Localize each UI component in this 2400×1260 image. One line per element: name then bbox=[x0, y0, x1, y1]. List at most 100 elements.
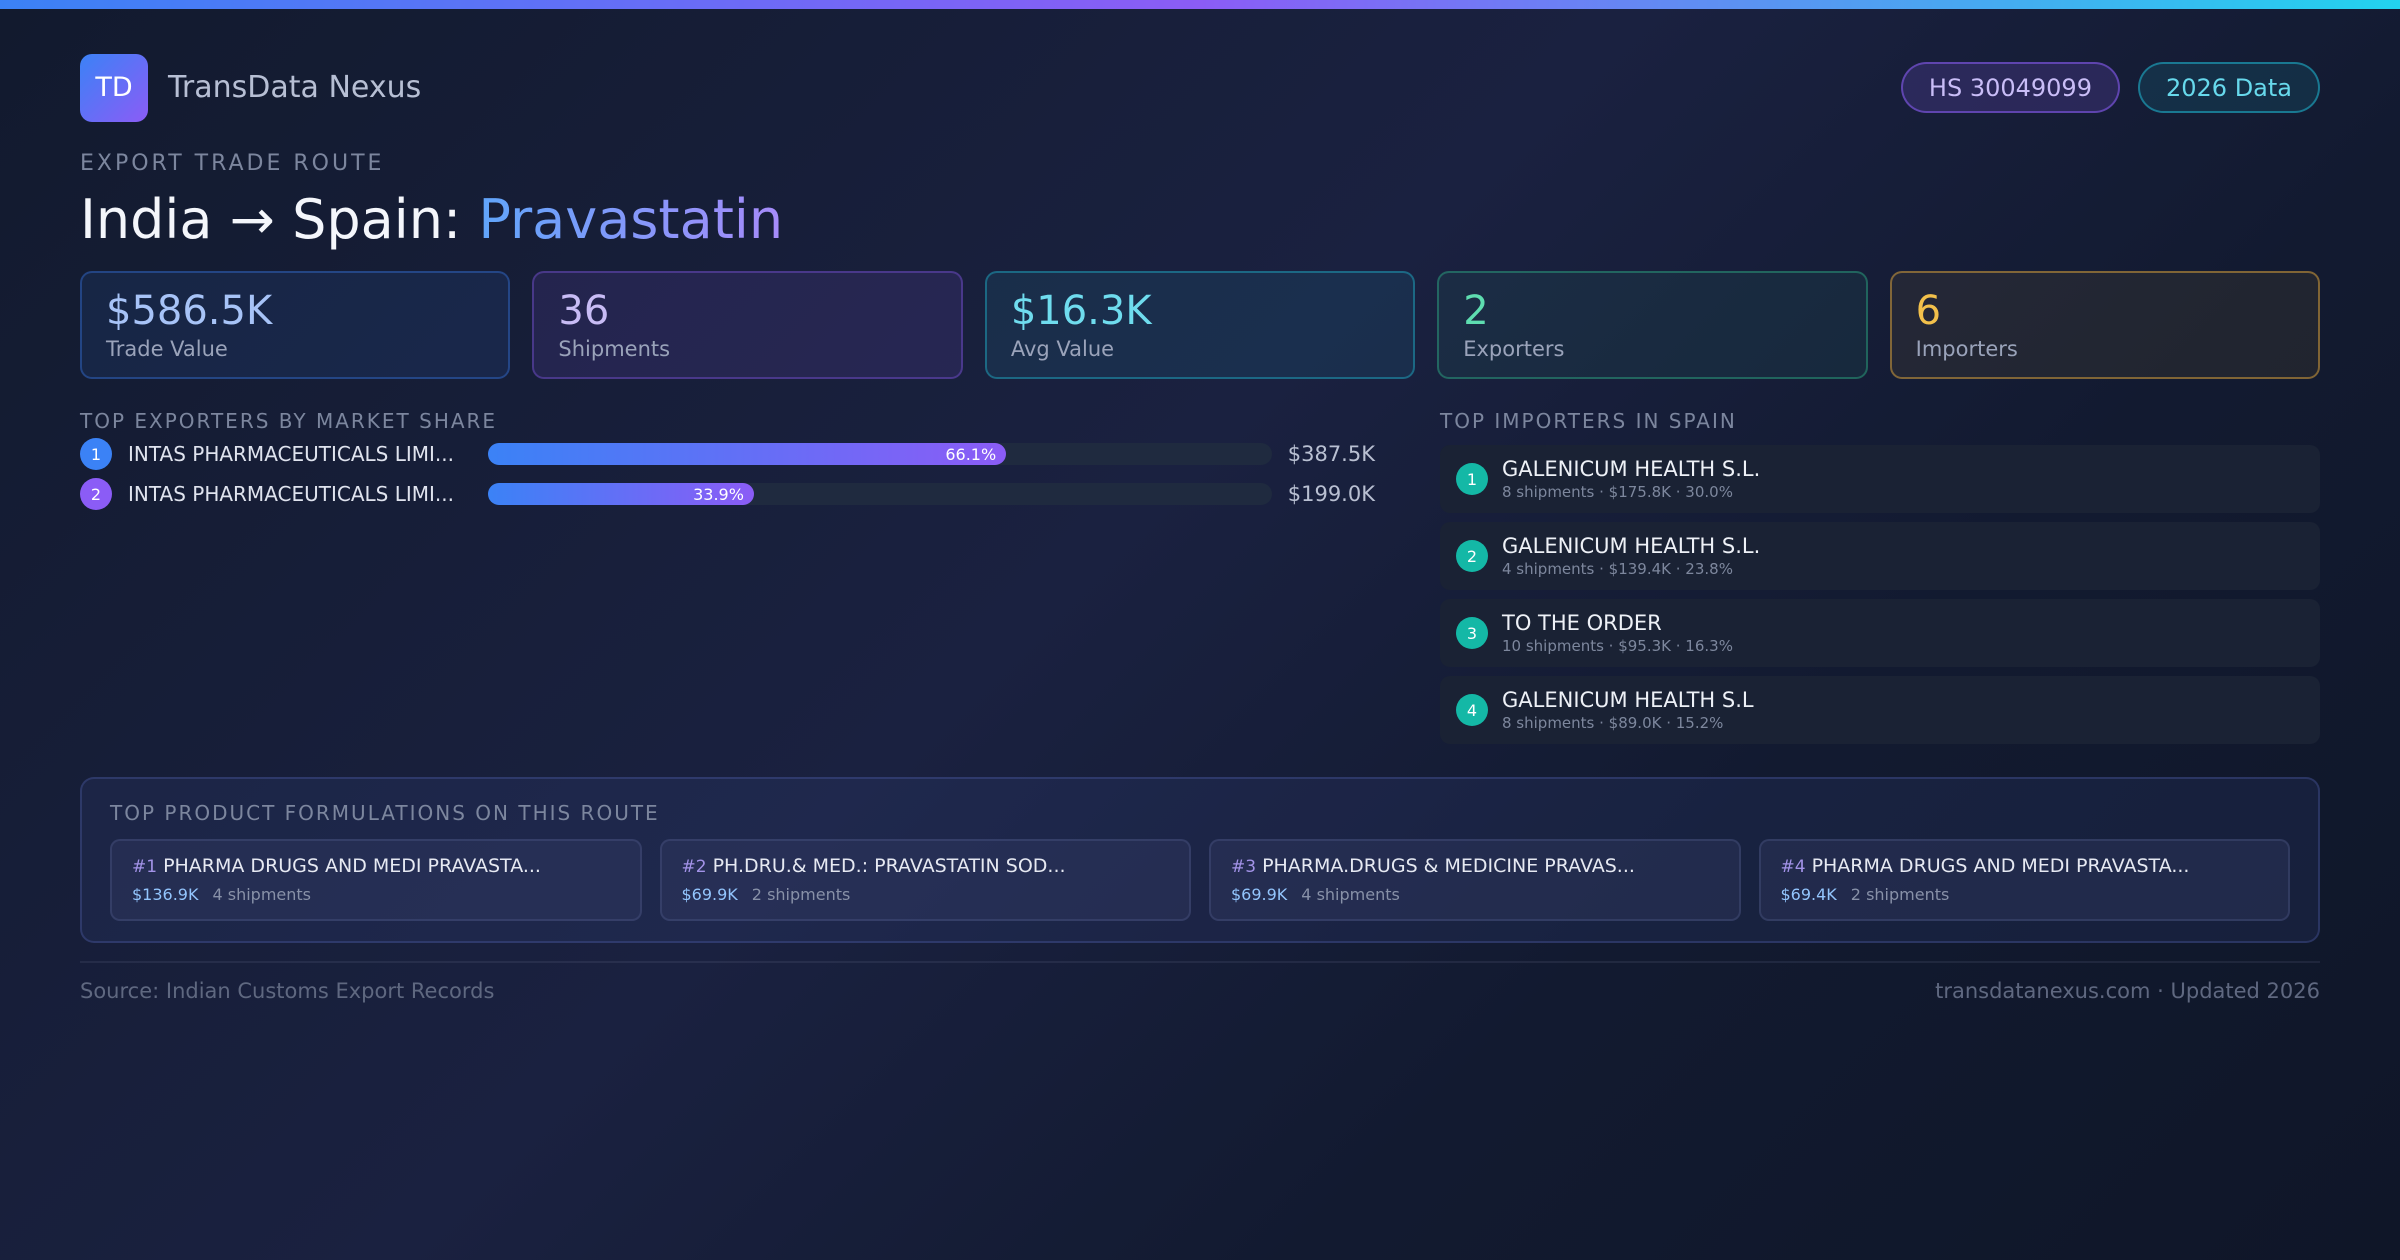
exporter-row[interactable]: 2 INTAS PHARMACEUTICALS LIMI... 33.9% $1… bbox=[80, 475, 1375, 513]
badges: HS 30049099 2026 Data bbox=[1900, 62, 2320, 113]
formulation-meta: $69.4K 2 shipments bbox=[1781, 885, 2269, 904]
formulation-header: #4 PHARMA DRUGS AND MEDI PRAVASTA... bbox=[1781, 855, 2269, 877]
exporter-value: $387.5K bbox=[1287, 442, 1375, 466]
logo: TD bbox=[80, 53, 148, 122]
site-text[interactable]: transdatanexus.com · Updated 2026 bbox=[1935, 979, 2320, 1003]
exporter-name: INTAS PHARMACEUTICALS LIMI... bbox=[128, 482, 454, 506]
title-prefix: India → Spain: bbox=[80, 188, 479, 251]
formulation-meta: $136.9K 4 shipments bbox=[132, 885, 620, 904]
formulation-name: PH.DRU.& MED.: PRAVASTATIN SOD... bbox=[712, 855, 1066, 877]
stat-trade-value: $586.5K Trade Value bbox=[80, 271, 511, 379]
page-container: TD TransData Nexus HS 30049099 2026 Data… bbox=[80, 53, 2321, 1003]
stat-value: 36 bbox=[558, 288, 610, 334]
formulation-name: PHARMA.DRUGS & MEDICINE PRAVAS... bbox=[1262, 855, 1635, 877]
importer-card[interactable]: 4 GALENICUM HEALTH S.L 8 shipments · $89… bbox=[1440, 676, 2320, 744]
importer-text: GALENICUM HEALTH S.L. 4 shipments · $139… bbox=[1502, 534, 1760, 578]
formulation-rank: #2 bbox=[681, 857, 707, 877]
rank-badge: 4 bbox=[1456, 694, 1488, 726]
formulation-meta: $69.9K 4 shipments bbox=[1231, 885, 1719, 904]
route-eyebrow: EXPORT TRADE ROUTE bbox=[80, 151, 385, 176]
importer-name: GALENICUM HEALTH S.L bbox=[1502, 688, 1754, 712]
formulation-rank: #3 bbox=[1231, 857, 1257, 877]
stat-value: $586.5K bbox=[106, 288, 273, 334]
year-badge: 2026 Data bbox=[2137, 62, 2320, 113]
importer-text: GALENICUM HEALTH S.L 8 shipments · $89.0… bbox=[1502, 688, 1754, 732]
formulations-title: TOP PRODUCT FORMULATIONS ON THIS ROUTE bbox=[110, 801, 660, 825]
rank-badge: 3 bbox=[1456, 617, 1488, 649]
stat-value: 2 bbox=[1463, 288, 1489, 334]
formulation-shipments: 2 shipments bbox=[751, 885, 851, 904]
rank-badge: 1 bbox=[80, 438, 112, 470]
formulation-header: #2 PH.DRU.& MED.: PRAVASTATIN SOD... bbox=[682, 855, 1170, 877]
formulation-card[interactable]: #4 PHARMA DRUGS AND MEDI PRAVASTA... $69.… bbox=[1758, 839, 2290, 921]
formulation-card[interactable]: #2 PH.DRU.& MED.: PRAVASTATIN SOD... $69.… bbox=[659, 839, 1191, 921]
page-title: India → Spain: Pravastatin bbox=[80, 188, 2320, 251]
stat-label: Avg Value bbox=[1010, 337, 1115, 361]
formulation-value: $69.9K bbox=[1231, 885, 1288, 904]
stat-avg-value: $16.3K Avg Value bbox=[984, 271, 1416, 379]
formulation-name: PHARMA DRUGS AND MEDI PRAVASTA... bbox=[163, 855, 541, 877]
stat-exporters: 2 Exporters bbox=[1437, 271, 1868, 379]
formulation-shipments: 4 shipments bbox=[212, 885, 312, 904]
stat-importers: 6 Importers bbox=[1889, 271, 2321, 379]
formulation-rank: #1 bbox=[132, 857, 158, 877]
importer-text: TO THE ORDER 10 shipments · $95.3K · 16.… bbox=[1502, 611, 1733, 655]
brand[interactable]: TD TransData Nexus bbox=[80, 53, 422, 122]
brand-name: TransData Nexus bbox=[168, 70, 422, 105]
importer-card[interactable]: 1 GALENICUM HEALTH S.L. 8 shipments · $1… bbox=[1440, 445, 2320, 513]
formulations-panel: TOP PRODUCT FORMULATIONS ON THIS ROUTE #… bbox=[80, 777, 2320, 943]
rank-badge: 2 bbox=[80, 478, 112, 510]
formulation-value: $69.4K bbox=[1780, 885, 1837, 904]
importer-card[interactable]: 3 TO THE ORDER 10 shipments · $95.3K · 1… bbox=[1440, 599, 2320, 667]
exporter-name: INTAS PHARMACEUTICALS LIMI... bbox=[128, 442, 454, 466]
importer-name: GALENICUM HEALTH S.L. bbox=[1502, 457, 1761, 481]
importer-detail: 8 shipments · $175.8K · 30.0% bbox=[1502, 483, 1733, 501]
product-name: Pravastatin bbox=[478, 188, 784, 251]
exporters-title: TOP EXPORTERS BY MARKET SHARE bbox=[80, 409, 498, 433]
stats-row: $586.5K Trade Value 36 Shipments $16.3K … bbox=[80, 271, 2321, 379]
stat-shipments: 36 Shipments bbox=[532, 271, 963, 379]
formulation-name: PHARMA DRUGS AND MEDI PRAVASTA... bbox=[1811, 855, 2190, 877]
share-bar-fill: 33.9% bbox=[488, 483, 754, 505]
formulation-value: $136.9K bbox=[132, 885, 199, 904]
footer-divider bbox=[80, 961, 2320, 963]
formulation-value: $69.9K bbox=[681, 885, 738, 904]
rank-badge: 2 bbox=[1456, 540, 1488, 572]
middle-section: TOP EXPORTERS BY MARKET SHARE 1 INTAS PH… bbox=[80, 409, 2320, 744]
stat-label: Trade Value bbox=[106, 337, 228, 361]
share-bar-track: 33.9% bbox=[488, 483, 1272, 505]
source-text: Source: Indian Customs Export Records bbox=[80, 979, 495, 1003]
stat-label: Exporters bbox=[1463, 337, 1565, 361]
exporters-panel: TOP EXPORTERS BY MARKET SHARE 1 INTAS PH… bbox=[80, 409, 1375, 744]
formulations-list: #1 PHARMA DRUGS AND MEDI PRAVASTA... $136… bbox=[110, 839, 2290, 921]
footer: Source: Indian Customs Export Records tr… bbox=[80, 979, 2320, 1003]
stat-value: 6 bbox=[1915, 288, 1942, 334]
hs-code-badge: HS 30049099 bbox=[1900, 62, 2120, 113]
importers-panel: TOP IMPORTERS IN SPAIN 1 GALENICUM HEALT… bbox=[1440, 409, 2320, 744]
formulation-rank: #4 bbox=[1780, 857, 1806, 877]
importers-list: 1 GALENICUM HEALTH S.L. 8 shipments · $1… bbox=[1440, 445, 2320, 744]
stat-label: Shipments bbox=[558, 337, 671, 361]
importer-detail: 10 shipments · $95.3K · 16.3% bbox=[1502, 637, 1733, 655]
formulation-card[interactable]: #1 PHARMA DRUGS AND MEDI PRAVASTA... $136… bbox=[110, 839, 642, 921]
formulation-header: #1 PHARMA DRUGS AND MEDI PRAVASTA... bbox=[132, 855, 620, 877]
share-label: 66.1% bbox=[945, 444, 997, 464]
importer-name: TO THE ORDER bbox=[1502, 611, 1662, 635]
exporter-row[interactable]: 1 INTAS PHARMACEUTICALS LIMI... 66.1% $3… bbox=[80, 435, 1375, 473]
formulation-meta: $69.9K 2 shipments bbox=[682, 885, 1170, 904]
importer-card[interactable]: 2 GALENICUM HEALTH S.L. 4 shipments · $1… bbox=[1440, 522, 2320, 590]
stat-label: Importers bbox=[1915, 337, 2018, 361]
exporter-value: $199.0K bbox=[1287, 482, 1375, 506]
share-label: 33.9% bbox=[693, 484, 744, 504]
importer-name: GALENICUM HEALTH S.L. bbox=[1502, 534, 1761, 558]
formulation-header: #3 PHARMA.DRUGS & MEDICINE PRAVAS... bbox=[1231, 855, 1719, 877]
share-bar-fill: 66.1% bbox=[488, 443, 1007, 465]
importer-detail: 4 shipments · $139.4K · 23.8% bbox=[1502, 560, 1733, 578]
importer-text: GALENICUM HEALTH S.L. 8 shipments · $175… bbox=[1502, 457, 1760, 501]
formulation-card[interactable]: #3 PHARMA.DRUGS & MEDICINE PRAVAS... $69.… bbox=[1209, 839, 1741, 921]
importers-title: TOP IMPORTERS IN SPAIN bbox=[1440, 409, 1737, 433]
share-bar-track: 66.1% bbox=[488, 443, 1272, 465]
stat-value: $16.3K bbox=[1010, 288, 1152, 334]
rank-badge: 1 bbox=[1456, 463, 1488, 495]
importer-detail: 8 shipments · $89.0K · 15.2% bbox=[1502, 714, 1724, 732]
